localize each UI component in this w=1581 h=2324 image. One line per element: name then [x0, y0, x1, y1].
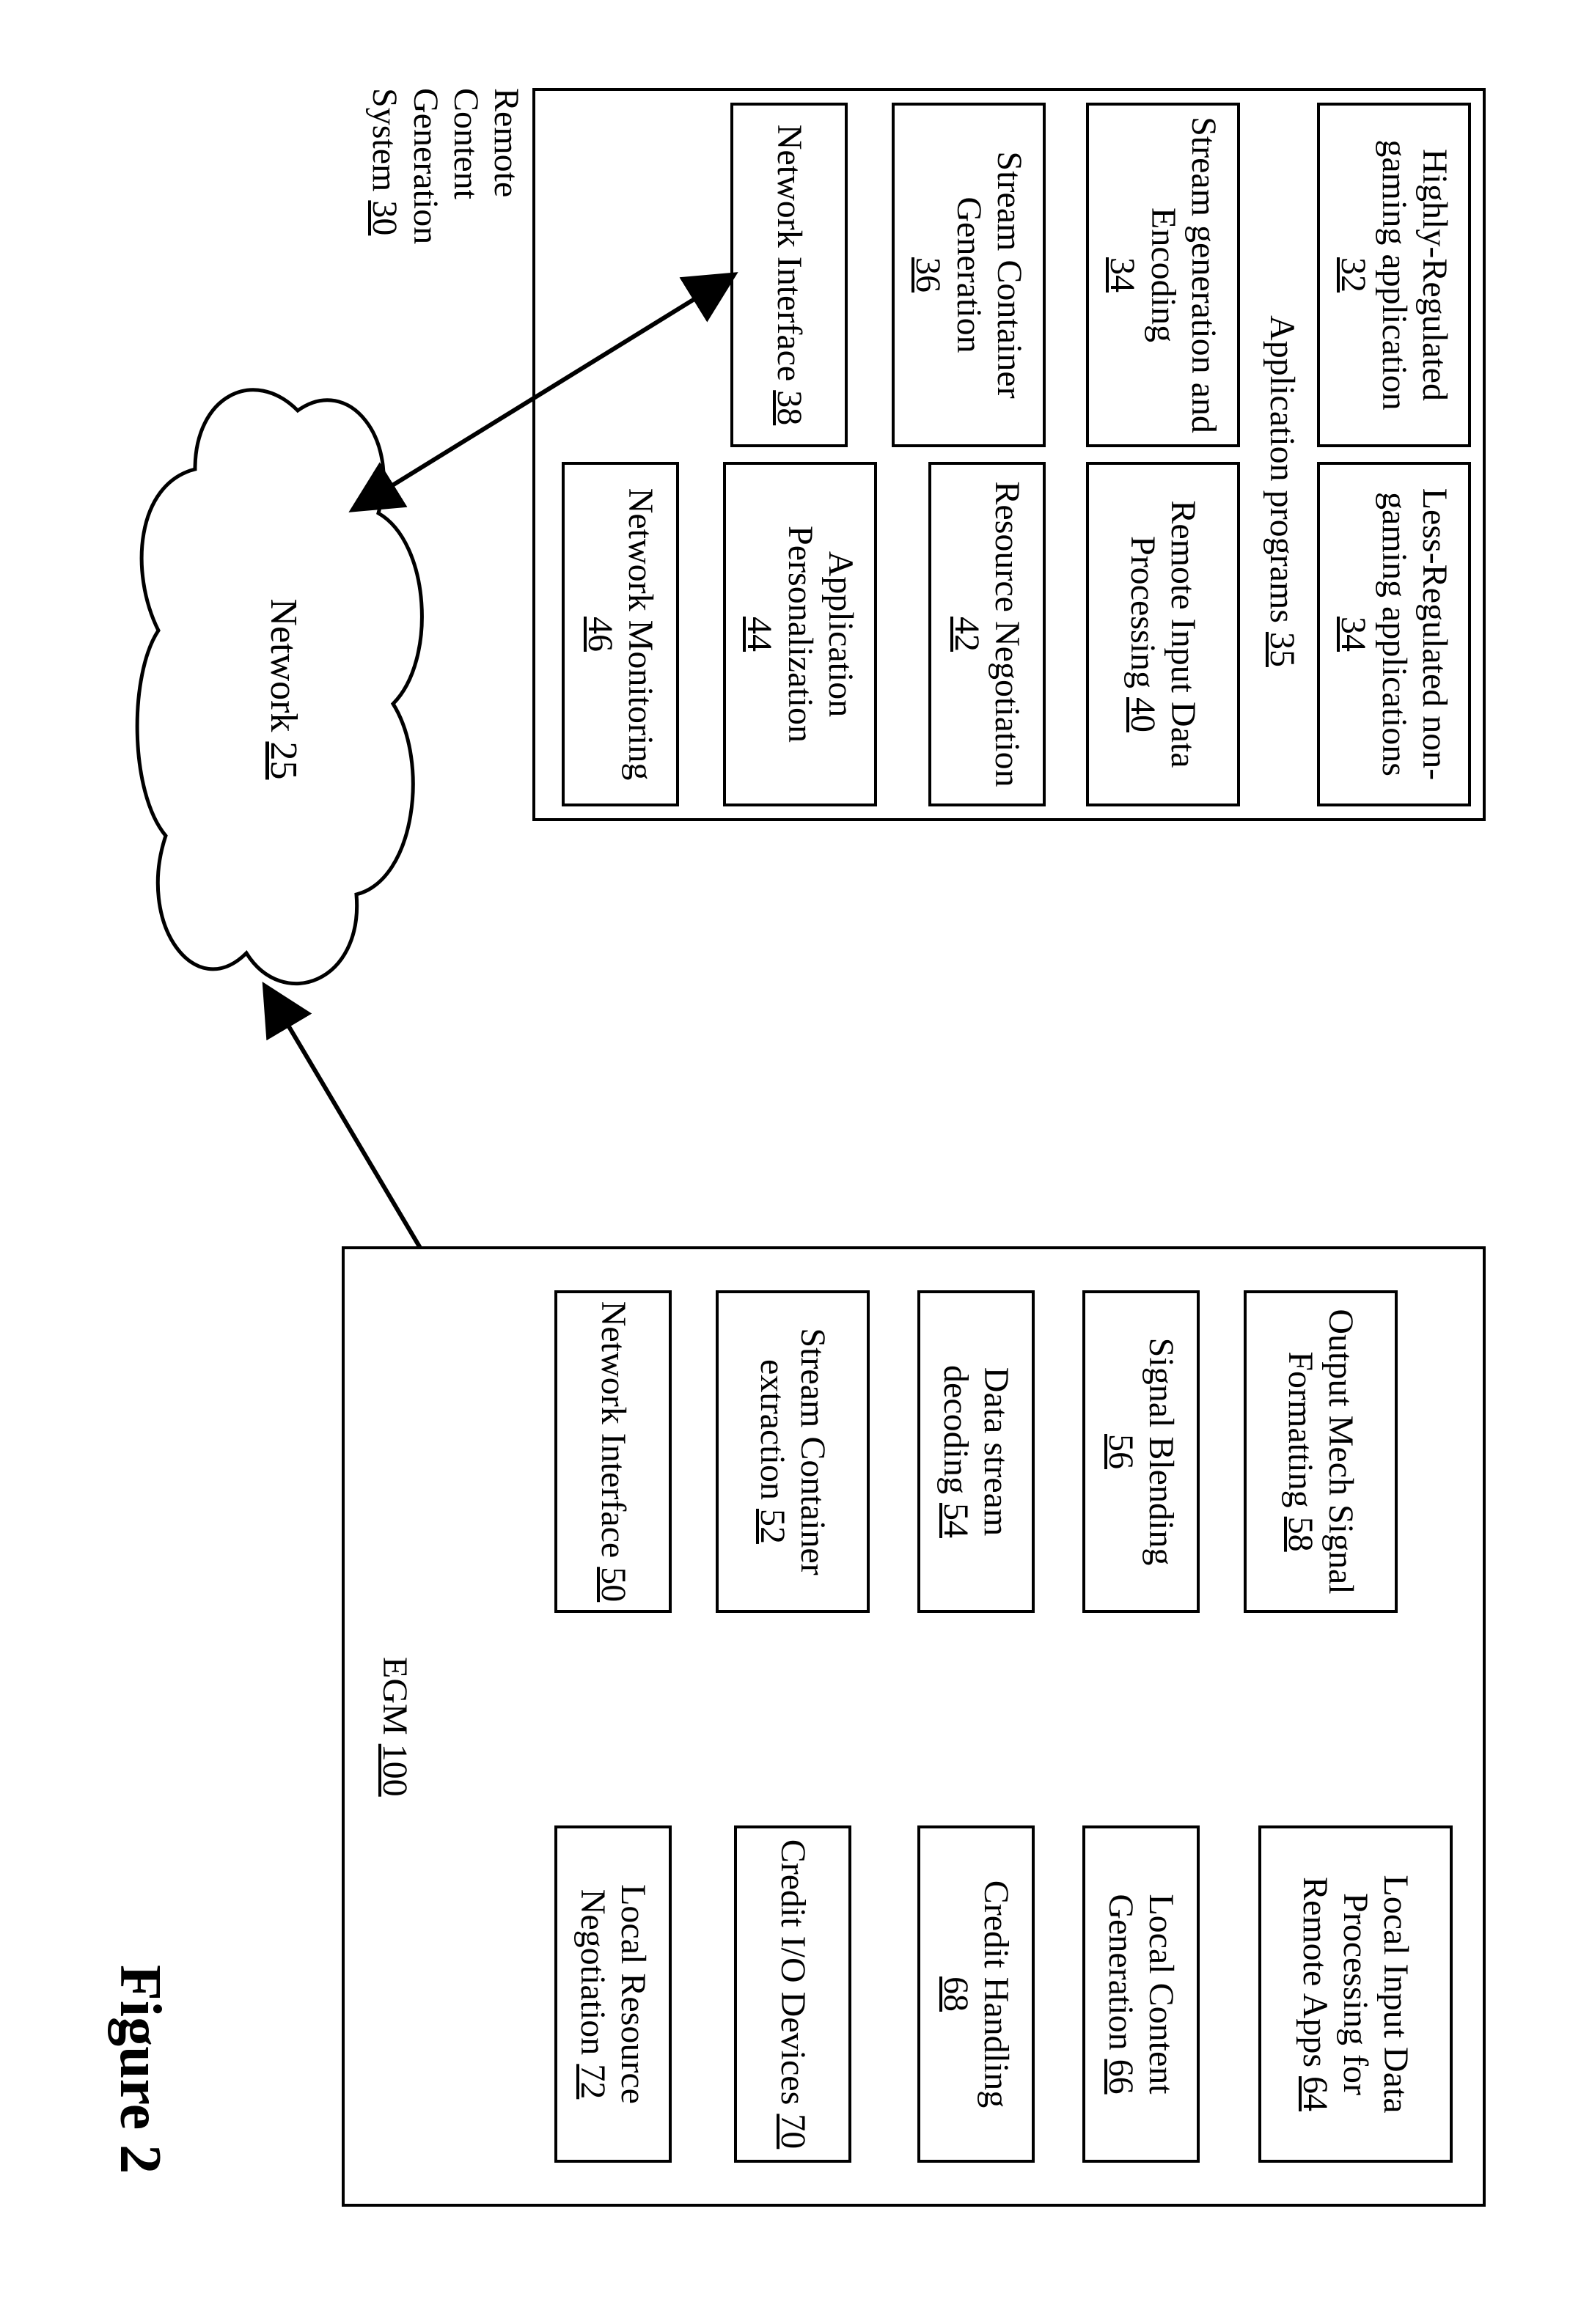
box-less-regulated-nongaming: Less-Regulated non-gaming applications 3… [1317, 462, 1471, 806]
box-data-stream-decoding: Data stream decoding 54 [917, 1290, 1035, 1613]
box-num: 46 [581, 617, 620, 652]
box-num: 42 [947, 617, 986, 652]
network-label: Network 25 [261, 572, 305, 806]
box-output-mech-signal-formatting: Output Mech Signal Formatting 58 [1244, 1290, 1398, 1613]
box-num: 70 [774, 2114, 812, 2149]
box-application-personalization: Application Personalization 44 [723, 462, 877, 806]
box-credit-handling: Credit Handling 68 [917, 1825, 1035, 2163]
box-network-interface-left: Network Interface 38 [730, 103, 848, 447]
box-num: 66 [1101, 2059, 1140, 2095]
box-text: Stream Container Generation [948, 111, 1029, 438]
box-text: Credit I/O Devices [774, 1839, 812, 2106]
box-num: 52 [753, 1509, 792, 1544]
box-stream-generation-encoding: Stream generation and Encoding 34 [1086, 103, 1240, 447]
box-local-resource-negotiation: Local Resource Negotiation 72 [554, 1825, 672, 2163]
box-local-content-generation: Local Content Generation 66 [1082, 1825, 1200, 2163]
box-num: 64 [1296, 2076, 1335, 2111]
box-num: 40 [1123, 697, 1162, 732]
box-text: Network Interface [770, 125, 809, 381]
box-num: 38 [770, 390, 809, 425]
box-local-input-data-processing: Local Input Data Processing for Remote A… [1258, 1825, 1453, 2163]
arrow-left-to-cloud [349, 271, 730, 565]
box-num: 68 [936, 1976, 976, 2012]
figure-title: Figure 2 [106, 1965, 173, 2174]
box-network-interface-right: Network Interface 50 [554, 1290, 672, 1613]
box-text: Credit Handling [976, 1880, 1016, 2108]
box-text: Application Personalization [780, 471, 860, 798]
box-stream-container-generation: Stream Container Generation 36 [892, 103, 1046, 447]
box-text: Signal Blending [1141, 1338, 1181, 1566]
box-text: Resource Negotiation [988, 481, 1027, 787]
box-remote-input-data-processing: Remote Input Data Processing 40 [1086, 462, 1240, 806]
egm-label: EGM 100 [375, 1657, 415, 1877]
box-num: 56 [1101, 1434, 1141, 1469]
box-num: 34 [1102, 257, 1142, 293]
box-num: 50 [594, 1567, 633, 1602]
box-text: Highly-Regulated gaming application [1373, 111, 1454, 438]
box-num: 32 [1333, 257, 1373, 293]
box-num: 72 [573, 2064, 612, 2099]
box-num: 36 [908, 257, 948, 293]
box-num: 34 [1333, 617, 1373, 652]
box-highly-regulated-gaming: Highly-Regulated gaming application 32 [1317, 103, 1471, 447]
box-text: Less-Regulated non-gaming applications [1373, 471, 1454, 798]
box-num: 44 [739, 617, 780, 652]
box-credit-io-devices: Credit I/O Devices 70 [734, 1825, 851, 2163]
box-num: 58 [1281, 1517, 1320, 1552]
box-text: Stream generation and Encoding [1142, 111, 1223, 438]
box-signal-blending: Signal Blending 56 [1082, 1290, 1200, 1613]
box-text: Network Interface [594, 1301, 633, 1558]
box-resource-negotiation: Resource Negotiation 42 [928, 462, 1046, 806]
application-programs-label: Application programs 35 [1262, 235, 1302, 748]
box-num: 54 [936, 1503, 975, 1538]
box-stream-container-extraction: Stream Container extraction 52 [716, 1290, 870, 1613]
